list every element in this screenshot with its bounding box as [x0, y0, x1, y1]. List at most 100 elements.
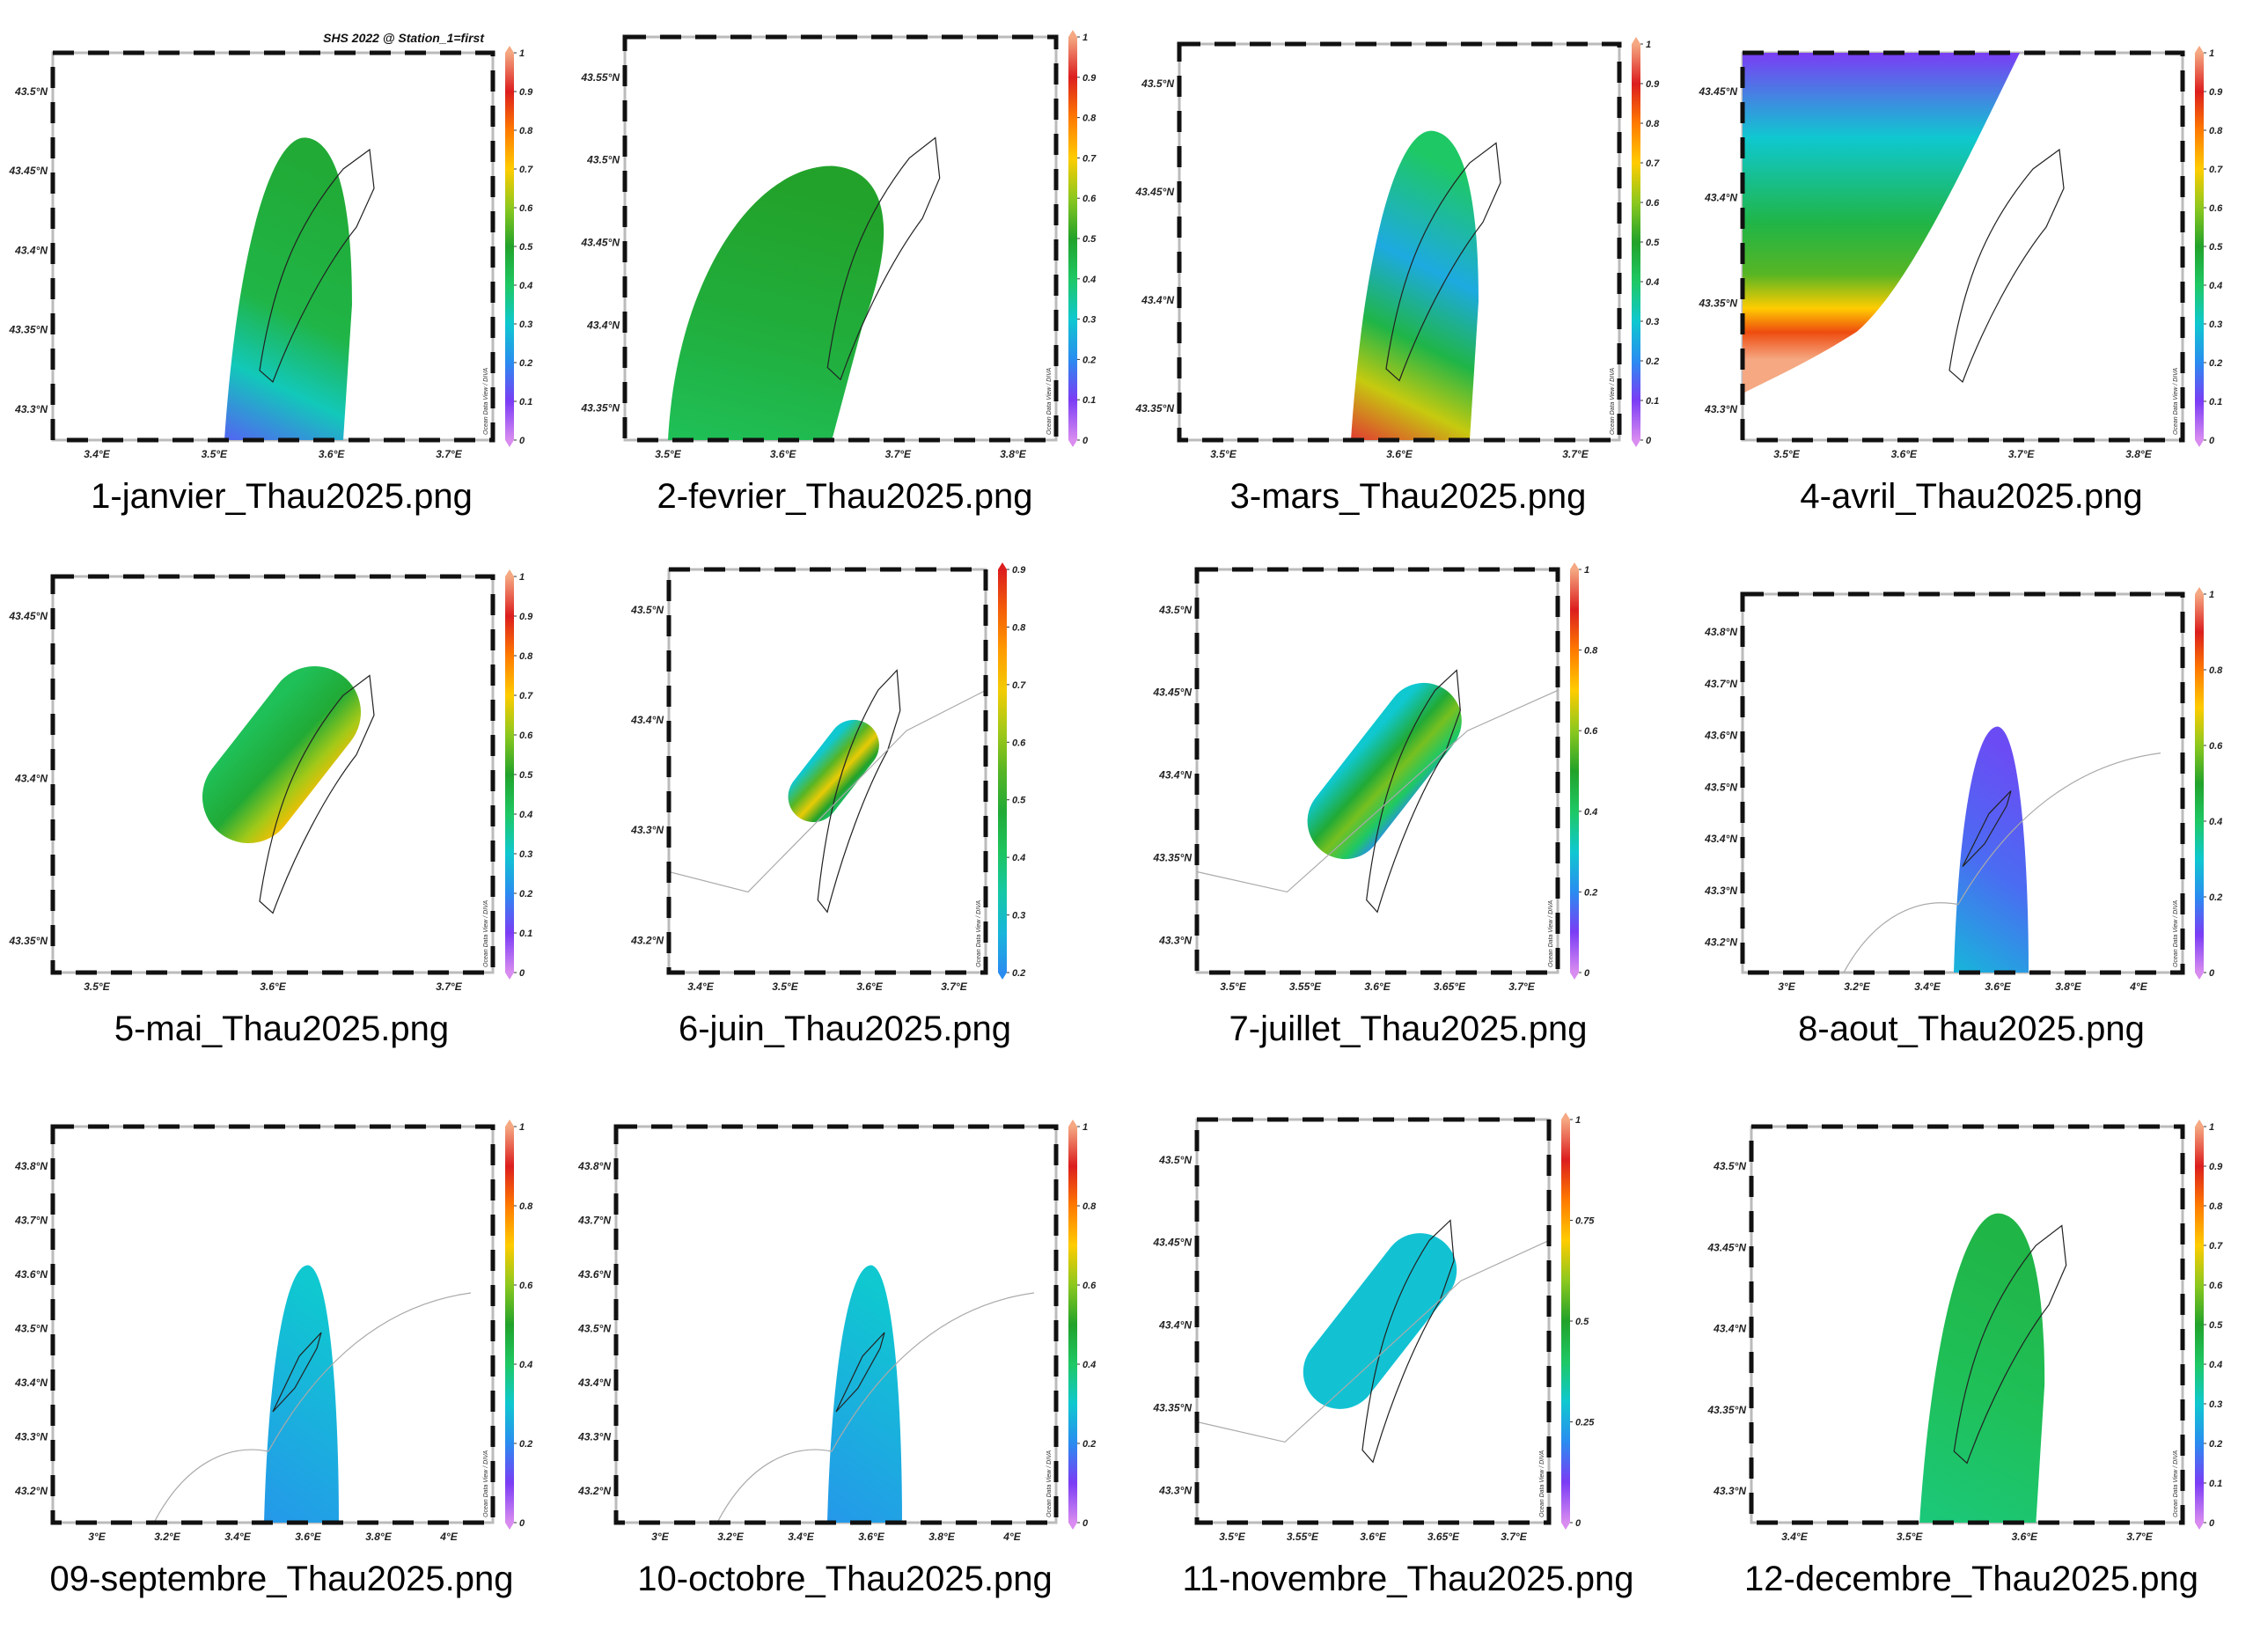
colorbar-tick-label: 0.6	[1646, 198, 1660, 209]
map-border	[1740, 50, 2185, 443]
lat-tick-label: 43.35°N	[9, 935, 48, 947]
map-thumbnail[interactable]: 3.4°E 3.5°E 3.6°E 3.7°E 43.2°N 43.3°N 43.4°N 43…	[563, 550, 1126, 1050]
map-thumbnail[interactable]: 3.5°E 3.55°E 3.6°E 3.65°E 3.7°E 43.3°N 43.35°N…	[1126, 1100, 1690, 1600]
colorbar-tick-label: 0.4	[1584, 807, 1597, 818]
lat-tick-label: 43.5°N	[586, 154, 620, 166]
odv-watermark: Ocean Data View / DIVA	[1610, 368, 1616, 435]
coastline	[153, 1292, 472, 1524]
map-thumbnail[interactable]: SHS 2022 @ Station_1=first 3.4°E 3.5°E 3.6°…	[0, 18, 563, 518]
lat-tick-label: 43.35°N	[1699, 297, 1738, 310]
map-thumbnail[interactable]: 3°E 3.2°E 3.4°E 3.6°E 3.8°E 4°E 43.2°N 43.3°N 43…	[0, 1100, 563, 1600]
lon-tick-label: 3.7°E	[1501, 1531, 1527, 1543]
lon-tick-label: 3.7°E	[885, 448, 912, 460]
plot-title: SHS 2022 @ Station_1=first	[323, 31, 485, 45]
interpolated-field	[202, 666, 361, 843]
lat-tick-label: 43.6°N	[14, 1268, 48, 1281]
map-thumbnail[interactable]: 3.4°E 3.5°E 3.6°E 3.7°E 43.3°N 43.35°N 43.4°N 4…	[1690, 1100, 2253, 1600]
lon-tick-label: 3.7°E	[1508, 980, 1535, 993]
colorbar	[505, 576, 514, 973]
colorbar-tick-label: 0.3	[1082, 315, 1096, 326]
lon-tick-label: 3°E	[651, 1531, 669, 1543]
colorbar-tick-label: 0.9	[1012, 565, 1026, 576]
colorbar-tick-label: 0.6	[1012, 738, 1026, 748]
colorbar-tick-label: 0.6	[2209, 1281, 2223, 1291]
lon-tick-label: 3.5°E	[1220, 980, 1246, 993]
odv-watermark: Ocean Data View / DIVA	[483, 1450, 489, 1517]
lon-tick-label: 3.6°E	[260, 980, 286, 993]
colorbar-min-arrow	[505, 973, 514, 980]
colorbar-tick-label: 0.7	[1082, 153, 1097, 164]
colorbar-min-arrow	[1068, 1523, 1077, 1530]
lon-tick-label: 3.8°E	[928, 1531, 955, 1543]
colorbar-tick-label: 0.1	[2209, 397, 2222, 407]
lon-tick-label: 4°E	[2129, 980, 2147, 993]
lon-tick-label: 3.4°E	[788, 1531, 814, 1543]
lat-tick-label: 43.4°N	[14, 244, 48, 256]
interpolated-field	[668, 165, 884, 440]
map-plot: 3°E 3.2°E 3.4°E 3.6°E 3.8°E 4°E 43.2°N 43.3°N 43…	[1704, 587, 2223, 993]
colorbar-tick-label: 1	[1646, 40, 1651, 50]
colorbar-tick-label: 0.4	[2209, 1360, 2222, 1370]
map-thumbnail[interactable]: 3°E 3.2°E 3.4°E 3.6°E 3.8°E 4°E 43.2°N 43.3°N 43…	[563, 1100, 1126, 1600]
colorbar-tick-label: 0.2	[1012, 968, 1025, 979]
colorbar-tick-label: 0.6	[1082, 194, 1097, 204]
interpolated-field	[224, 137, 352, 440]
odv-watermark: Ocean Data View / DIVA	[976, 900, 982, 967]
colorbar-tick-label: 0.4	[1646, 277, 1659, 288]
colorbar-tick-label: 0.8	[2209, 1201, 2223, 1212]
colorbar-tick-label: 0.9	[519, 612, 533, 622]
colorbar-tick-label: 0.1	[1082, 395, 1096, 406]
lat-tick-label: 43.45°N	[1153, 686, 1193, 699]
colorbar-tick-label: 0.9	[519, 87, 533, 98]
map-thumbnail[interactable]: 3.5°E 3.6°E 3.7°E 43.35°N 43.4°N 43.45°N Ocean…	[0, 550, 563, 1050]
lon-tick-label: 3.5°E	[655, 448, 681, 460]
map-border	[1740, 591, 2185, 975]
map-border	[613, 1124, 1059, 1525]
lon-tick-label: 3.7°E	[1562, 448, 1589, 460]
colorbar-tick-label: 0.7	[1646, 158, 1660, 169]
colorbar-tick-label: 0	[519, 968, 525, 979]
colorbar-tick-label: 0	[1082, 1518, 1089, 1529]
lat-tick-label: 43.35°N	[1153, 851, 1193, 863]
file-caption: 6-juin_Thau2025.png	[678, 1010, 1012, 1048]
colorbar-tick-label: 0.5	[1575, 1317, 1589, 1327]
colorbar-tick-label: 0.3	[1646, 317, 1659, 327]
colorbar-max-arrow	[1068, 1120, 1077, 1127]
lagoon-outline	[826, 136, 941, 381]
colorbar-tick-label: 0.5	[519, 242, 533, 253]
colorbar-tick-label: 0.6	[519, 203, 533, 214]
map-border	[1194, 1117, 1552, 1525]
colorbar-tick-label: 1	[519, 48, 525, 59]
colorbar-tick-label: 0.8	[1082, 1201, 1097, 1212]
colorbar-min-arrow	[1632, 440, 1640, 447]
colorbar-tick-label: 0.8	[1584, 646, 1598, 657]
file-caption: 2-fevrier_Thau2025.png	[657, 477, 1033, 516]
lat-tick-label: 43.4°N	[14, 773, 48, 785]
colorbar	[1068, 37, 1077, 440]
lat-tick-label: 43.4°N	[577, 1377, 611, 1389]
map-thumbnail[interactable]: 3.5°E 3.6°E 3.7°E 3.8°E 43.3°N 43.35°N 43.4°N 4…	[1690, 18, 2253, 518]
map-plot: 3°E 3.2°E 3.4°E 3.6°E 3.8°E 4°E 43.2°N 43.3°N 43…	[14, 1120, 533, 1543]
colorbar-tick-label: 0.2	[1646, 356, 1659, 367]
odv-watermark: Ocean Data View / DIVA	[1539, 1450, 1545, 1517]
map-thumbnail[interactable]: 3°E 3.2°E 3.4°E 3.6°E 3.8°E 4°E 43.2°N 43.3°N 43…	[1690, 550, 2253, 1050]
map-thumbnail[interactable]: 3.5°E 3.6°E 3.7°E 3.8°E 43.35°N 43.4°N 43.45°N…	[563, 18, 1126, 518]
map-thumbnail[interactable]: 3.5°E 3.55°E 3.6°E 3.65°E 3.7°E 43.3°N 43.35°N…	[1126, 550, 1690, 1050]
colorbar	[1570, 569, 1579, 973]
file-caption: 09-septembre_Thau2025.png	[49, 1560, 514, 1598]
lagoon-outline	[272, 1332, 322, 1413]
colorbar-max-arrow	[1068, 30, 1077, 37]
colorbar-tick-label: 0.2	[2209, 358, 2222, 369]
file-caption: 7-juillet_Thau2025.png	[1229, 1010, 1588, 1048]
lat-tick-label: 43.5°N	[1713, 1160, 1746, 1172]
lagoon-outline	[835, 1332, 885, 1413]
lagoon-outline	[1385, 142, 1501, 382]
colorbar-min-arrow	[2195, 973, 2204, 980]
map-thumbnail[interactable]: 3.5°E 3.6°E 3.7°E 43.35°N 43.4°N 43.45°N 43.5°…	[1126, 18, 1690, 518]
colorbar-min-arrow	[1561, 1523, 1570, 1530]
colorbar-tick-label: 0.9	[2209, 87, 2223, 98]
map-border	[50, 50, 495, 443]
lon-tick-label: 3.6°E	[295, 1531, 321, 1543]
file-caption: 1-janvier_Thau2025.png	[91, 477, 473, 516]
lon-tick-label: 3.8°E	[2055, 980, 2081, 993]
